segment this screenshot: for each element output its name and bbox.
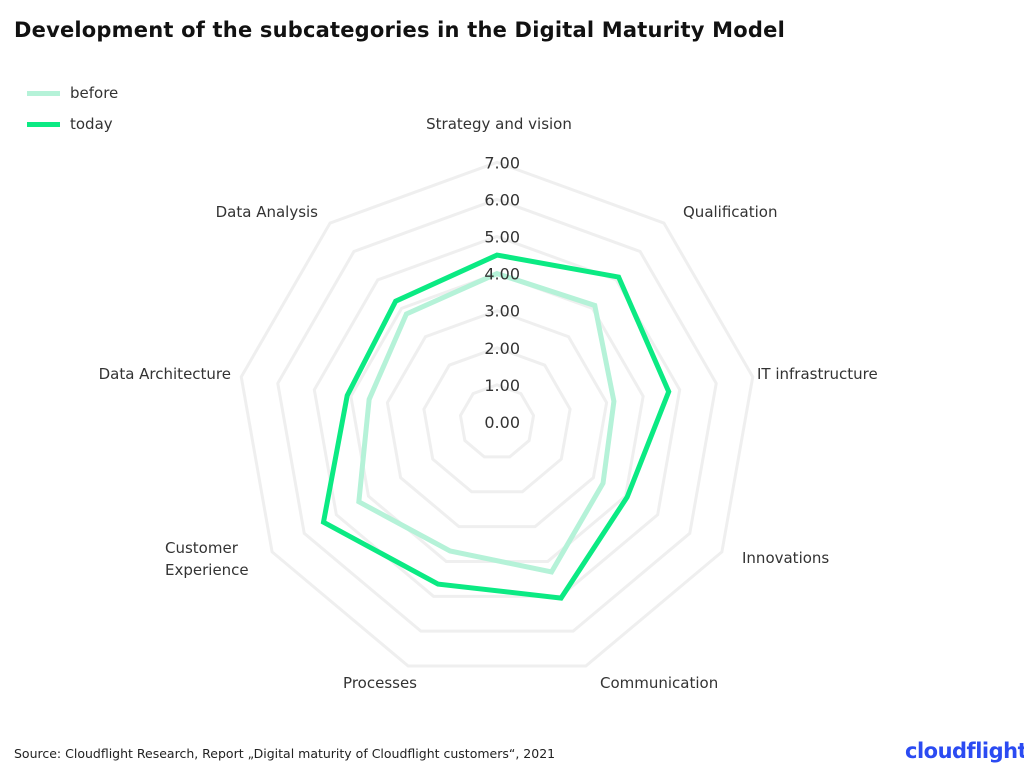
tick-label: 6.00 xyxy=(484,190,520,209)
tick-label: 5.00 xyxy=(484,228,520,247)
tick-label: 3.00 xyxy=(484,302,520,321)
series-line-before xyxy=(356,270,617,575)
tick-label: 0.00 xyxy=(484,413,520,432)
category-label: Processes xyxy=(343,674,417,692)
grid-ring-5 xyxy=(312,234,682,598)
category-label: Communication xyxy=(600,674,718,692)
cloudflight-logo: cloudflight xyxy=(905,739,1024,763)
grid-ring-3 xyxy=(385,309,609,529)
tick-label: 1.00 xyxy=(484,376,520,395)
legend-label-before: before xyxy=(70,84,119,102)
grid-ring-6 xyxy=(276,197,718,633)
series-line-today xyxy=(320,252,672,601)
category-label: IT infrastructure xyxy=(757,365,878,383)
grid-ring-2 xyxy=(422,346,572,494)
source-note: Source: Cloudflight Research, Report „Di… xyxy=(14,746,556,761)
tick-label: 7.00 xyxy=(484,153,520,172)
category-label: Data Architecture xyxy=(99,365,231,383)
category-label: Data Analysis xyxy=(216,203,319,221)
category-label: Qualification xyxy=(683,203,777,221)
tick-label: 4.00 xyxy=(484,265,520,284)
legend-item-today: today xyxy=(27,115,113,133)
legend-swatch-today xyxy=(27,121,60,127)
category-label: Strategy and vision xyxy=(426,115,572,133)
legend-swatch-before xyxy=(27,90,60,96)
tick-label: 2.00 xyxy=(484,339,520,358)
grid-ring-7 xyxy=(239,160,755,668)
legend-item-before: before xyxy=(27,84,118,102)
grid-ring-1 xyxy=(458,383,536,459)
legend-label-today: today xyxy=(70,115,113,133)
chart-title: Development of the subcategories in the … xyxy=(14,18,785,42)
category-label: Customer Experience xyxy=(165,539,249,579)
category-label: Innovations xyxy=(742,549,829,567)
